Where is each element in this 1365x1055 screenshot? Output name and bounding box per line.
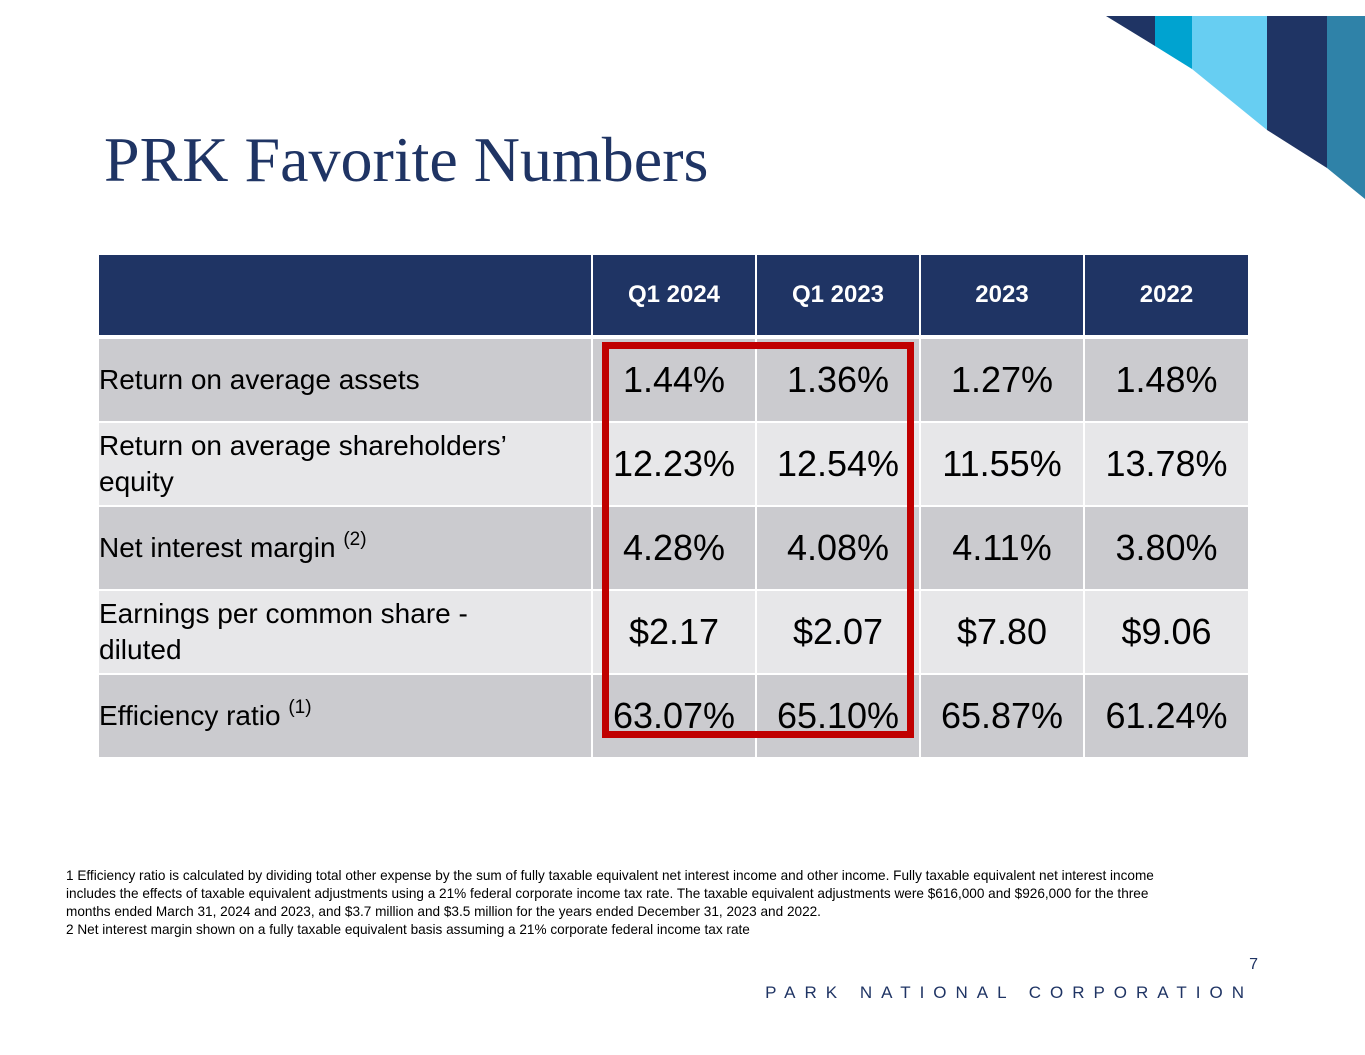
footnotes: 1 Efficiency ratio is calculated by divi… (66, 867, 1176, 939)
cell-value: $7.80 (920, 590, 1085, 675)
cell-value: 4.08% (756, 506, 921, 591)
metrics-table: Q1 2024 Q1 2023 2023 2022 Return on aver… (99, 255, 1248, 759)
page-title: PRK Favorite Numbers (104, 124, 709, 195)
row-label-text: Earnings per common share - (99, 598, 468, 629)
stripe-light-blue (1192, 16, 1267, 130)
cell-value: 1.27% (920, 337, 1085, 423)
row-label: Net interest margin (2) (99, 506, 593, 591)
footnote-2: 2 Net interest margin shown on a fully t… (66, 922, 750, 937)
header-blank (99, 255, 593, 339)
row-label-text: Net interest margin (99, 532, 336, 563)
row-label: Earnings per common share - diluted (99, 590, 593, 675)
table-row-efficiency-ratio: Efficiency ratio (1) 63.07% 65.10% 65.87… (99, 674, 1248, 759)
cell-value: 1.36% (756, 337, 921, 423)
cell-value: 13.78% (1084, 422, 1248, 507)
cell-value: 1.48% (1084, 337, 1248, 423)
row-label: Return on average assets (99, 337, 593, 423)
cell-value: 3.80% (1084, 506, 1248, 591)
cell-value: 65.10% (756, 674, 921, 759)
table-row-net-interest-margin: Net interest margin (2) 4.28% 4.08% 4.11… (99, 506, 1248, 591)
table-row-return-on-equity: Return on average shareholders’ equity 12… (99, 422, 1248, 507)
row-label-text: Return on average shareholders’ (99, 430, 507, 461)
table-row-eps-diluted: Earnings per common share - diluted $2.17… (99, 590, 1248, 675)
table-header-row: Q1 2024 Q1 2023 2023 2022 (99, 255, 1248, 339)
row-label-text: Return on average assets (99, 364, 420, 395)
cell-value: 63.07% (592, 674, 757, 759)
cell-value: 12.23% (592, 422, 757, 507)
footnote-1: 1 Efficiency ratio is calculated by divi… (66, 868, 1154, 919)
footnote-ref-2: (2) (343, 529, 367, 550)
cell-value: 1.44% (592, 337, 757, 423)
header-2022: 2022 (1084, 255, 1248, 339)
row-label-text-line2: diluted (99, 634, 182, 665)
corner-stripes-decoration (1106, 16, 1365, 199)
cell-value: $9.06 (1084, 590, 1248, 675)
header-2023: 2023 (920, 255, 1085, 339)
table-row-return-on-assets: Return on average assets 1.44% 1.36% 1.2… (99, 337, 1248, 423)
stripe-navy-right (1267, 16, 1327, 168)
cell-value: 12.54% (756, 422, 921, 507)
cell-value: 65.87% (920, 674, 1085, 759)
cell-value: 4.28% (592, 506, 757, 591)
cell-value: $2.07 (756, 590, 921, 675)
page-number: 7 (1249, 956, 1258, 973)
cell-value: 11.55% (920, 422, 1085, 507)
row-label: Efficiency ratio (1) (99, 674, 593, 759)
header-q1-2024: Q1 2024 (592, 255, 757, 339)
cell-value: 61.24% (1084, 674, 1248, 759)
row-label-text: Efficiency ratio (99, 700, 281, 731)
footnote-ref-1: (1) (288, 697, 312, 718)
header-q1-2023: Q1 2023 (756, 255, 921, 339)
row-label: Return on average shareholders’ equity (99, 422, 593, 507)
stripe-steel-blue (1327, 16, 1365, 199)
stripe-cyan (1155, 16, 1192, 69)
company-name-footer: PARK NATIONAL CORPORATION (765, 983, 1253, 1002)
stripe-navy-left (1106, 16, 1155, 46)
row-label-text-line2: equity (99, 466, 174, 497)
cell-value: 4.11% (920, 506, 1085, 591)
cell-value: $2.17 (592, 590, 757, 675)
